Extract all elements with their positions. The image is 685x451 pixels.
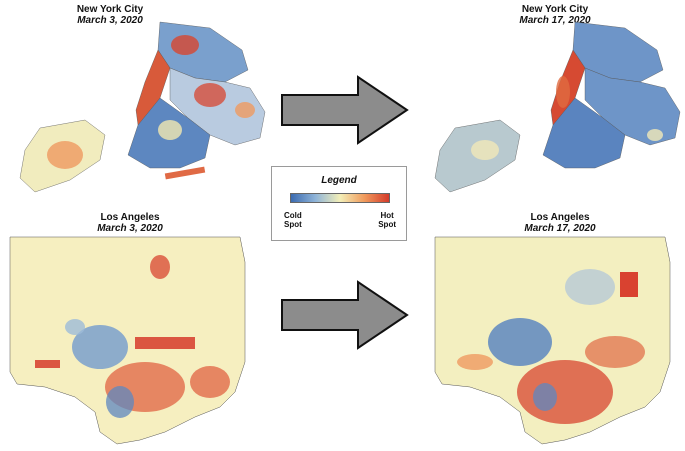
nyc-before-title: New York City March 3, 2020: [15, 4, 205, 26]
nyc-after-date: March 17, 2020: [519, 15, 591, 26]
la-after-hot-north: [620, 272, 638, 297]
la-before-hot-coast: [35, 360, 60, 368]
la-after-cold-south: [533, 383, 557, 411]
legend: Legend Cold Spot Hot Spot: [271, 166, 407, 241]
legend-hot-label: Hot Spot: [378, 211, 396, 229]
nyc-after-city: New York City: [521, 4, 589, 15]
legend-cold-label: Cold Spot: [284, 211, 302, 229]
la-after-cold-center: [488, 318, 552, 366]
la-progression-arrow: [281, 280, 409, 350]
legend-hot-line1: Hot: [380, 211, 394, 220]
legend-hot-line2: Spot: [378, 220, 396, 229]
nyc-before-hotspot-bronx: [171, 35, 199, 55]
la-before-hot-east: [135, 337, 195, 349]
la-after-date: March 17, 2020: [524, 223, 596, 234]
la-after-map: [434, 236, 671, 445]
la-after-hot-east: [585, 336, 645, 368]
la-after-warm-west: [457, 354, 493, 370]
nyc-after-warm-manhattan: [556, 76, 570, 108]
nyc-before-rockaway: [164, 166, 206, 180]
nyc-after-brooklyn: [542, 97, 626, 169]
nyc-progression-arrow: [281, 75, 409, 145]
nyc-before-warm-staten: [47, 141, 83, 169]
nyc-before-date: March 3, 2020: [77, 15, 143, 26]
nyc-after-queens: [584, 67, 681, 146]
la-before-map: [9, 236, 246, 445]
la-after-city: Los Angeles: [530, 212, 590, 223]
la-after-cool-north: [565, 269, 615, 305]
legend-title: Legend: [321, 175, 357, 186]
la-before-cold-west: [65, 319, 85, 335]
la-before-hot-north: [150, 255, 170, 279]
legend-cold-line2: Spot: [284, 220, 302, 229]
nyc-before-hotspot-queens-east: [235, 102, 255, 118]
nyc-before-hotspot-brooklyn: [158, 120, 182, 140]
legend-cold-line1: Cold: [284, 211, 302, 220]
nyc-before-queens: [169, 67, 266, 146]
nyc-after-map: [434, 21, 681, 193]
nyc-after-title: New York City March 17, 2020: [460, 4, 650, 26]
la-before-city: Los Angeles: [100, 212, 160, 223]
nyc-before-map: [19, 21, 266, 193]
la-before-cold-south: [106, 386, 134, 418]
la-before-date: March 3, 2020: [97, 223, 163, 234]
nyc-before-city: New York City: [76, 4, 144, 15]
legend-color-bar: [290, 193, 390, 203]
nyc-after-neutral-staten: [471, 140, 499, 160]
la-after-hot-south: [517, 360, 613, 424]
la-before-hot-southeast: [190, 366, 230, 398]
nyc-after-neutral-queens: [647, 129, 663, 141]
la-after-title: Los Angeles March 17, 2020: [465, 212, 655, 234]
nyc-before-hotspot-queens: [194, 83, 226, 107]
la-before-county: [9, 236, 246, 445]
la-before-cold-center: [72, 325, 128, 369]
la-before-title: Los Angeles March 3, 2020: [35, 212, 225, 234]
